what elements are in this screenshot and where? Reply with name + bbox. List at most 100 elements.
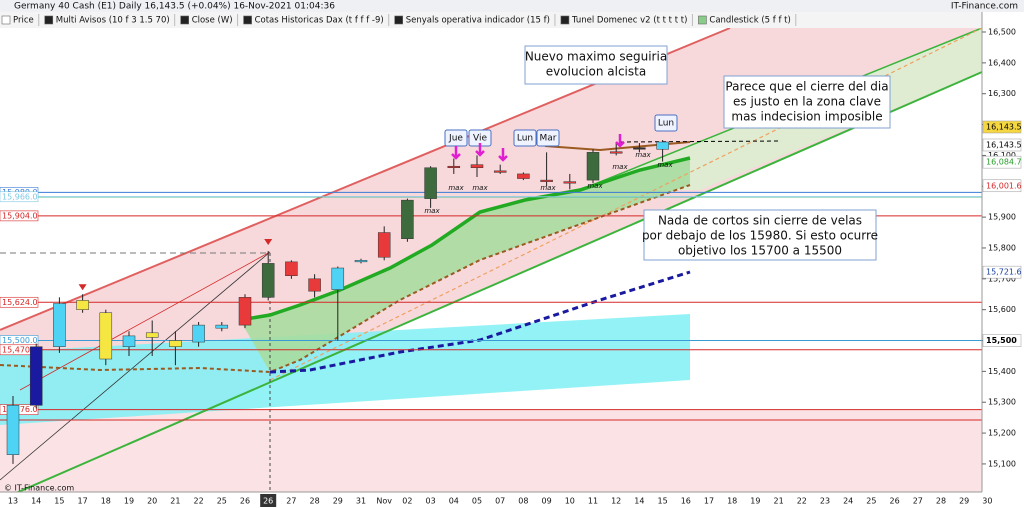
- signal-arrow: [264, 239, 273, 246]
- y-tick-label: 15,700: [988, 274, 1016, 283]
- x-tick-label: 24: [843, 497, 853, 506]
- level-label: 15,276.0: [2, 405, 38, 414]
- title-bar: [0, 0, 1024, 12]
- price-tag-label: 16,084.7: [986, 158, 1022, 167]
- candle-body: [540, 179, 553, 182]
- legend-swatch: [698, 15, 707, 25]
- x-tick-label: 30: [982, 497, 992, 506]
- candle-body: [401, 199, 414, 239]
- brand: IT-Finance.com: [951, 2, 1018, 12]
- level-label: 15,470.0: [2, 345, 38, 354]
- y-tick-label: 15,300: [988, 398, 1016, 407]
- price-tag: [982, 138, 1022, 152]
- price-tag-label: 15,500: [986, 336, 1017, 345]
- pink-arrow: [615, 134, 625, 148]
- annotation-text: Parece que el cierre del dia: [725, 80, 888, 94]
- axes-layer: 15,100 15,200 15,300 15,400 15,500 15,600 15,7…: [8, 28, 1022, 507]
- x-tick-label: 05: [472, 497, 482, 506]
- price-tag: [982, 334, 1022, 347]
- chart-title: Germany 40 Cash (E1) Daily 16,143.5 (+0.…: [14, 2, 335, 12]
- candle-body: [424, 167, 437, 199]
- x-tick-label: 20: [147, 497, 157, 506]
- max-label: max: [472, 184, 488, 192]
- candle-body: [633, 147, 646, 150]
- x-tick-label: 10: [565, 497, 575, 506]
- x-tick-label: 26: [890, 497, 900, 506]
- cyan-zone: [0, 314, 690, 425]
- price-tag-label: 16,001.6: [986, 181, 1022, 190]
- max-label: max: [540, 184, 556, 192]
- pink-arrow: [451, 146, 461, 160]
- day-label-box: [536, 129, 560, 147]
- x-tick-label: 23: [820, 497, 830, 506]
- candle-body: [215, 324, 229, 329]
- annotation-box: [524, 45, 668, 85]
- y-tick-label: 16,100: [988, 151, 1016, 160]
- day-label: Mar: [540, 134, 557, 144]
- annotation-box: [723, 75, 891, 129]
- legend-entry: Price: [13, 16, 34, 26]
- x-tick-label: Nov: [376, 497, 392, 506]
- x-tick-label: 14: [31, 497, 41, 506]
- x-tick-label: 03: [426, 497, 436, 506]
- candle-body: [6, 405, 20, 455]
- candle-body: [238, 297, 252, 326]
- candle-body: [308, 278, 321, 292]
- x-tick-label: 12: [611, 497, 621, 506]
- annotation-text: Nuevo maximo seguiria: [525, 50, 667, 64]
- max-label: max: [587, 182, 603, 190]
- candle-body: [354, 260, 368, 263]
- x-tick-label: 21: [774, 497, 784, 506]
- y-tick-label: 15,800: [988, 243, 1016, 252]
- legend: Price Multi Avisos (10 f 3 1.5 70) Close (…: [1, 14, 797, 26]
- price-tag: [982, 155, 1022, 169]
- channel-bottom: [0, 71, 983, 501]
- level-label-bg: [0, 191, 39, 203]
- day-label-box: [654, 114, 678, 132]
- candle-body: [377, 232, 391, 258]
- candle-body: [493, 170, 507, 173]
- moving-average: [239, 156, 691, 322]
- x-tick-label: 13: [8, 497, 18, 506]
- x-tick-label: 19: [124, 497, 134, 506]
- annotation-text: Nada de cortos sin cierre de velas: [658, 214, 862, 228]
- candle-body: [29, 346, 43, 406]
- legend-swatch: [1, 15, 11, 25]
- candle-body: [331, 267, 345, 290]
- annotation-text: por debajo de los 15980. Si esto ocurre: [642, 229, 878, 243]
- day-label: Lun: [517, 134, 533, 144]
- price-tag: [982, 120, 1022, 134]
- y-tick-label: 15,200: [988, 429, 1016, 438]
- x-tick-label: 29: [959, 497, 969, 506]
- projection: [269, 270, 691, 374]
- price-tag-label: 16,143.5: [986, 122, 1022, 131]
- x-tick-label: 04: [449, 497, 459, 506]
- signal-arrow: [78, 284, 87, 291]
- legend-entry: Multi Avisos (10 f 3 1.5 70): [56, 16, 170, 26]
- lower-zone: [0, 410, 982, 492]
- x-axis-bg: [0, 492, 1024, 508]
- y-tick-label: 16,300: [988, 89, 1016, 98]
- candle-body: [145, 332, 159, 338]
- x-tick-label: 18: [727, 497, 737, 506]
- annotation-text: objetivo los 15700 a 15500: [678, 244, 842, 258]
- day-label-box: [513, 129, 537, 147]
- annotation-text: es justo en la zona clave: [733, 95, 881, 109]
- legend-swatch: [560, 15, 570, 25]
- grid-layer: 15,980.015,966.015,904.015,624.015,500.0…: [0, 187, 982, 415]
- annotation-text: evolucion alcista: [546, 65, 646, 79]
- x-tick-label: 31: [356, 497, 366, 506]
- level-label: 15,904.0: [2, 211, 38, 220]
- day-label: Jue: [448, 134, 463, 144]
- level-label: 15,500.0: [2, 336, 38, 345]
- x-tick-label: 29: [333, 497, 343, 506]
- x-tick-label: 16: [681, 497, 691, 506]
- level-label: 15,966.0: [2, 192, 38, 201]
- x-tick-label: 19: [750, 497, 760, 506]
- legend-entry: Close (W): [192, 16, 233, 26]
- x-tick-label: 21: [170, 497, 180, 506]
- annotation-box: [643, 209, 877, 261]
- annotation-text: mas indecision imposible: [731, 110, 882, 124]
